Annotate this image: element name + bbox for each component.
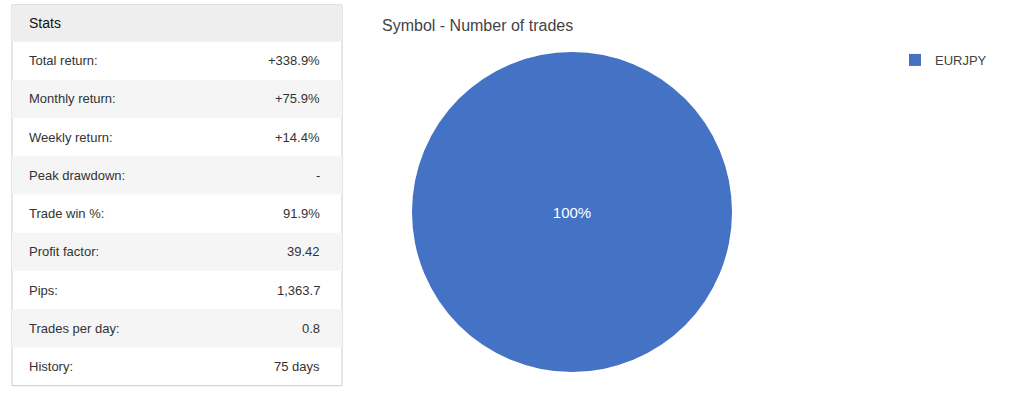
svg-text:Monthly return:: Monthly return:: [29, 91, 116, 106]
svg-text:75 days: 75 days: [274, 359, 320, 374]
svg-text:100%: 100%: [553, 204, 591, 221]
svg-text:+338.9%: +338.9%: [268, 53, 320, 68]
svg-text:-: -: [316, 168, 320, 183]
svg-text:0.8: 0.8: [302, 321, 320, 336]
svg-text:+14.4%: +14.4%: [275, 130, 320, 145]
svg-text:Pips:: Pips:: [29, 283, 58, 298]
svg-text:Trade win %:: Trade win %:: [29, 206, 104, 221]
svg-text:Peak drawdown:: Peak drawdown:: [29, 168, 125, 183]
svg-text:39.42: 39.42: [287, 244, 320, 259]
svg-text:History:: History:: [29, 359, 73, 374]
svg-text:Trades per day:: Trades per day:: [29, 321, 120, 336]
svg-text:Stats: Stats: [29, 15, 61, 31]
svg-text:Weekly return:: Weekly return:: [29, 130, 113, 145]
svg-text:EURJPY: EURJPY: [935, 53, 987, 68]
svg-text:Symbol - Number of trades: Symbol - Number of trades: [382, 17, 573, 34]
svg-text:91.9%: 91.9%: [283, 206, 320, 221]
svg-text:Total return:: Total return:: [29, 53, 98, 68]
svg-text:1,363.7: 1,363.7: [277, 283, 320, 298]
svg-text:Profit factor:: Profit factor:: [29, 244, 99, 259]
svg-text:+75.9%: +75.9%: [275, 91, 320, 106]
